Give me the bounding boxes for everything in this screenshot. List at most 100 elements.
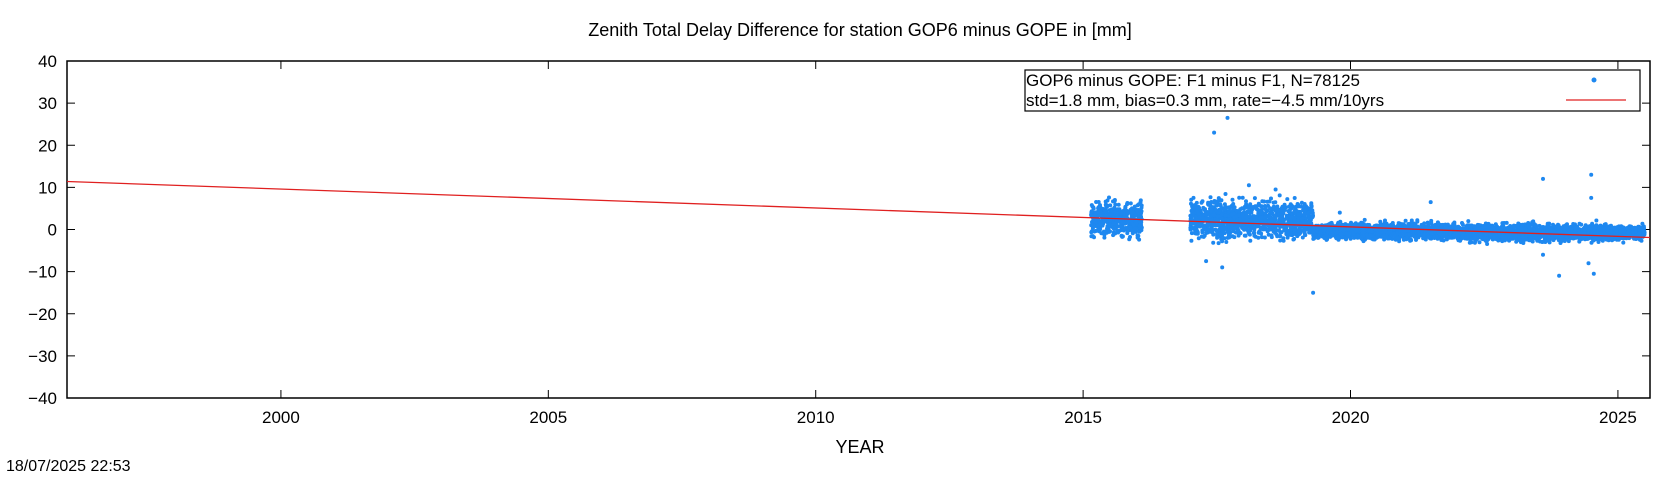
data-point — [1216, 241, 1221, 246]
data-point — [1551, 229, 1556, 234]
data-point — [1301, 227, 1306, 232]
data-point — [1395, 236, 1400, 241]
data-point — [1557, 235, 1562, 240]
outlier-point — [1220, 265, 1225, 270]
data-point — [1556, 222, 1560, 227]
outlier-point — [1591, 271, 1596, 276]
outlier-point — [1586, 261, 1591, 266]
y-tick-label: −40 — [28, 389, 57, 408]
data-point — [1625, 226, 1630, 231]
data-point — [1299, 204, 1303, 209]
data-point — [1237, 195, 1242, 200]
data-point — [1222, 236, 1227, 241]
data-point — [1508, 226, 1513, 230]
data-point — [1115, 228, 1120, 233]
data-point — [1429, 218, 1434, 223]
data-point — [1259, 235, 1264, 240]
data-point — [1208, 195, 1213, 200]
data-point — [1248, 218, 1253, 223]
data-point — [1436, 221, 1441, 226]
data-point — [1213, 200, 1218, 205]
data-point — [1288, 225, 1293, 230]
data-point — [1566, 239, 1571, 244]
data-point — [1285, 197, 1290, 202]
data-point — [1548, 229, 1553, 234]
data-point — [1262, 199, 1267, 204]
data-point — [1119, 227, 1124, 232]
data-point — [1234, 208, 1239, 213]
data-point — [1240, 195, 1245, 200]
data-point — [1314, 229, 1319, 234]
data-point — [1108, 223, 1113, 228]
data-point — [1193, 231, 1198, 236]
data-point — [1267, 199, 1272, 204]
data-point — [1115, 224, 1120, 229]
data-point — [1223, 213, 1228, 218]
data-point — [1435, 236, 1440, 241]
data-point — [1252, 196, 1257, 201]
data-point — [1443, 225, 1448, 230]
data-point — [1271, 200, 1276, 205]
data-point — [1607, 225, 1612, 230]
data-point — [1237, 223, 1242, 228]
data-point — [1346, 227, 1351, 232]
outlier-point — [1246, 183, 1251, 188]
data-point — [1426, 234, 1431, 239]
data-point — [1309, 221, 1314, 226]
data-point — [1527, 225, 1532, 230]
data-point — [1318, 230, 1323, 235]
data-point — [1214, 203, 1219, 208]
data-point — [1243, 225, 1248, 230]
data-point — [1133, 226, 1138, 231]
data-point — [1429, 231, 1434, 236]
data-point — [1134, 220, 1139, 225]
outlier-point — [1204, 259, 1209, 264]
data-point — [1103, 199, 1108, 204]
data-point — [1336, 235, 1341, 240]
data-point — [1107, 218, 1112, 223]
data-point — [1299, 217, 1304, 222]
data-point — [1338, 232, 1343, 237]
data-point — [1601, 226, 1606, 231]
data-point — [1346, 234, 1351, 238]
data-point — [1283, 205, 1288, 210]
data-point — [1633, 236, 1638, 241]
data-point — [1594, 229, 1599, 234]
data-point — [1322, 236, 1327, 240]
data-point — [1392, 233, 1397, 238]
data-point — [1577, 230, 1582, 234]
data-point — [1604, 237, 1609, 242]
data-point — [1132, 204, 1137, 209]
data-point — [1340, 235, 1345, 240]
data-point — [1362, 217, 1367, 222]
data-point — [1455, 233, 1460, 237]
chart-title: Zenith Total Delay Difference for statio… — [588, 20, 1132, 40]
data-point — [1125, 201, 1130, 205]
data-point — [1570, 230, 1575, 234]
data-point — [1592, 224, 1597, 229]
data-point — [1102, 235, 1107, 240]
data-point — [1209, 230, 1214, 234]
data-point — [1219, 226, 1224, 231]
data-point — [1471, 232, 1476, 237]
y-tick-label: 0 — [48, 221, 57, 240]
data-point — [1311, 213, 1315, 218]
outlier-point — [1311, 290, 1316, 295]
data-point — [1273, 213, 1278, 218]
data-point — [1089, 209, 1094, 214]
data-point — [1098, 210, 1103, 215]
data-point — [1099, 206, 1104, 211]
data-point — [1222, 231, 1227, 236]
data-point — [1277, 193, 1282, 198]
data-point — [1267, 226, 1272, 231]
data-point — [1215, 218, 1220, 223]
data-point — [1284, 214, 1289, 219]
data-point — [1587, 227, 1592, 232]
data-point — [1609, 237, 1614, 242]
data-point — [1386, 224, 1391, 229]
outlier-point — [1557, 273, 1562, 278]
data-point — [1382, 237, 1387, 242]
data-point — [1594, 218, 1599, 223]
data-point — [1130, 210, 1135, 215]
data-point — [1288, 211, 1293, 216]
